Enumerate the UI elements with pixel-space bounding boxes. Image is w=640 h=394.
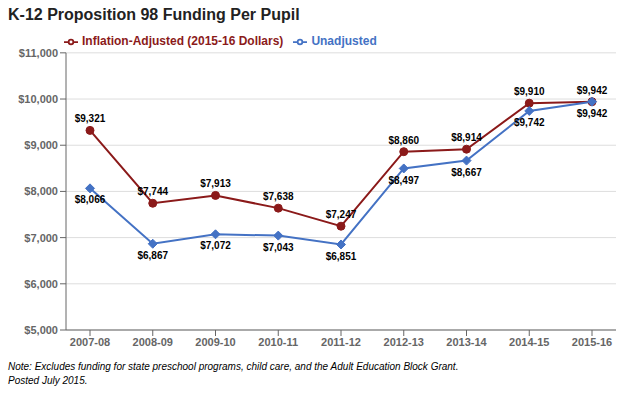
- svg-text:$7,247: $7,247: [326, 209, 357, 220]
- svg-text:2010-11: 2010-11: [258, 336, 298, 348]
- svg-text:2007-08: 2007-08: [70, 336, 110, 348]
- svg-text:$9,942: $9,942: [577, 108, 608, 119]
- svg-text:$6,000: $6,000: [24, 278, 58, 290]
- svg-text:$9,000: $9,000: [24, 139, 58, 151]
- svg-text:2011-12: 2011-12: [321, 336, 361, 348]
- svg-text:$6,851: $6,851: [326, 251, 357, 262]
- svg-text:$11,000: $11,000: [19, 47, 58, 59]
- svg-text:$8,497: $8,497: [388, 175, 419, 186]
- svg-text:2014-15: 2014-15: [509, 336, 549, 348]
- html-text:Inflation-Adjusted (2015-16 Do: Inflation-Adjusted (2015-16 Dollars): [82, 34, 284, 48]
- svg-text:$7,744: $7,744: [137, 186, 168, 197]
- html-text:Unadjusted: Unadjusted: [311, 34, 377, 48]
- svg-text:$10,000: $10,000: [18, 93, 58, 105]
- svg-text:$5,000: $5,000: [24, 324, 58, 336]
- svg-text:$8,914: $8,914: [451, 132, 482, 143]
- html-text:Note: Excludes funding for sta: Note: Excludes funding for state prescho…: [8, 361, 459, 372]
- svg-text:$7,638: $7,638: [263, 191, 294, 202]
- svg-text:$6,867: $6,867: [137, 250, 168, 261]
- svg-text:2009-10: 2009-10: [195, 336, 235, 348]
- svg-text:$9,910: $9,910: [514, 86, 545, 97]
- html-text:K-12 Proposition 98 Funding Pe: K-12 Proposition 98 Funding Per Pupil: [8, 6, 300, 23]
- svg-text:$7,000: $7,000: [24, 232, 58, 244]
- svg-text:$8,066: $8,066: [75, 194, 106, 205]
- svg-text:$9,742: $9,742: [514, 117, 545, 128]
- svg-text:2012-13: 2012-13: [384, 336, 424, 348]
- svg-text:2008-09: 2008-09: [133, 336, 173, 348]
- svg-text:$8,667: $8,667: [451, 167, 482, 178]
- svg-text:$7,072: $7,072: [200, 240, 231, 251]
- svg-text:$8,000: $8,000: [24, 185, 58, 197]
- svg-text:2015-16: 2015-16: [572, 336, 612, 348]
- svg-text:$9,942: $9,942: [577, 85, 608, 96]
- svg-text:$8,860: $8,860: [388, 135, 419, 146]
- svg-text:$9,321: $9,321: [75, 113, 106, 124]
- svg-text:$7,913: $7,913: [200, 178, 231, 189]
- svg-text:2013-14: 2013-14: [446, 336, 487, 348]
- svg-text:$7,043: $7,043: [263, 242, 294, 253]
- html-text:Posted July 2015.: Posted July 2015.: [8, 375, 88, 386]
